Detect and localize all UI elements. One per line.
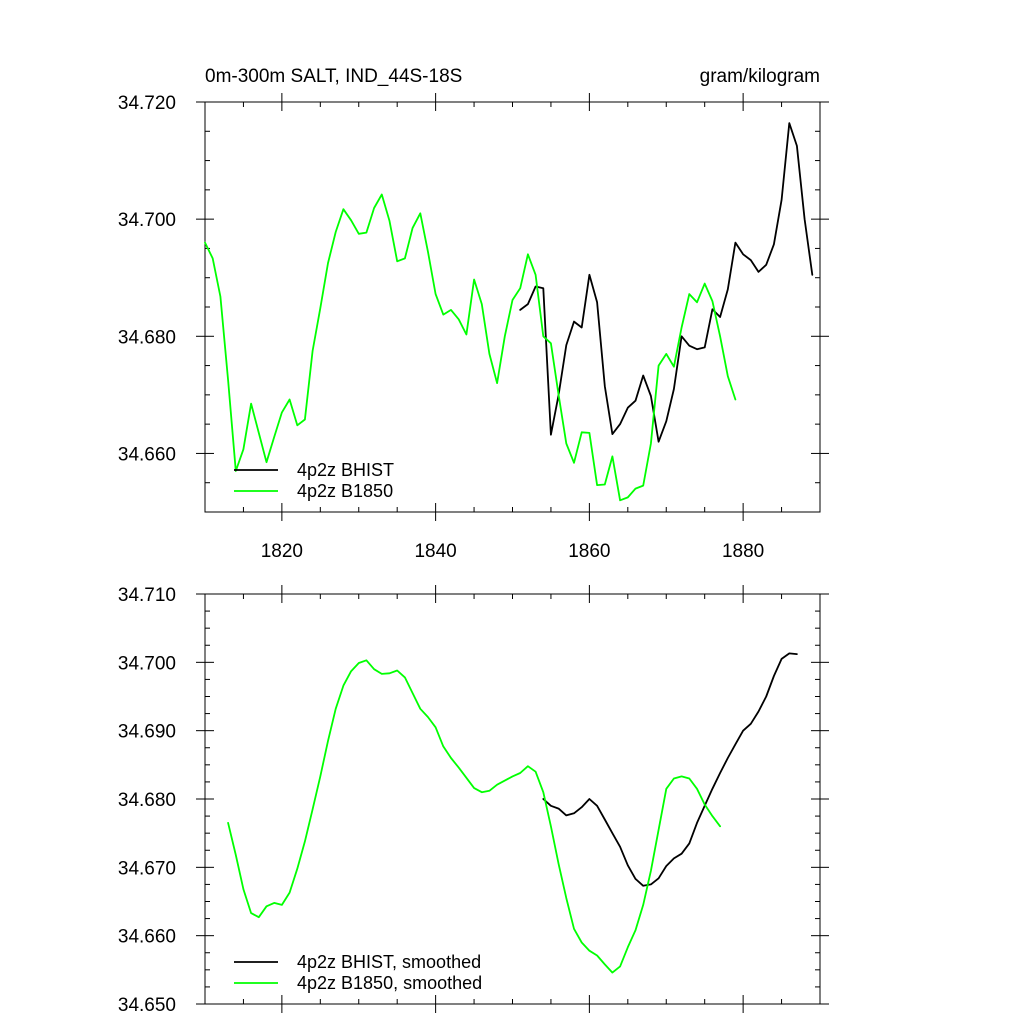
chart-title-units: gram/kilogram [700, 66, 820, 87]
y-tick-label: 34.660 [118, 444, 176, 465]
bottom-panel-smoothed: 34.650 34.660 34.670 34.680 34.690 34.700 34.7… [118, 585, 829, 1016]
chart-title-left: 0m-300m SALT, IND_44S-18S [205, 66, 462, 87]
x-tick-label: 1880 [722, 541, 764, 562]
y-tick-label: 34.690 [118, 722, 176, 743]
x-tick-label: 1840 [414, 541, 456, 562]
top-panel-raw: 1820 1840 1860 1880 34.660 34.680 34.700 34.720… [118, 66, 829, 562]
series-line-bhist [519, 122, 814, 443]
y-tick-label: 34.680 [118, 327, 176, 348]
y-tick-label: 34.700 [118, 210, 176, 231]
y-tick-label: 34.680 [118, 790, 176, 811]
y-tick-label: 34.650 [118, 995, 176, 1016]
x-tick-label: 1860 [568, 541, 610, 562]
legend-label: 4p2z B1850, smoothed [297, 973, 482, 993]
x-tick-label: 1820 [261, 541, 303, 562]
legend-label: 4p2z BHIST, smoothed [297, 952, 481, 972]
series-line-b1850 [204, 193, 737, 502]
series-line-b1850 [227, 659, 721, 974]
y-tick-label: 34.660 [118, 927, 176, 948]
legend-label: 4p2z B1850 [297, 481, 393, 501]
y-tick-label: 34.700 [118, 653, 176, 674]
y-tick-label: 34.720 [118, 93, 176, 114]
plot-frame [204, 593, 821, 1005]
y-tick-label: 34.670 [118, 858, 176, 879]
y-tick-label: 34.710 [118, 585, 176, 606]
legend-label: 4p2z BHIST [297, 460, 394, 480]
plot-frame [204, 101, 821, 513]
series-line-bhist [542, 652, 798, 887]
